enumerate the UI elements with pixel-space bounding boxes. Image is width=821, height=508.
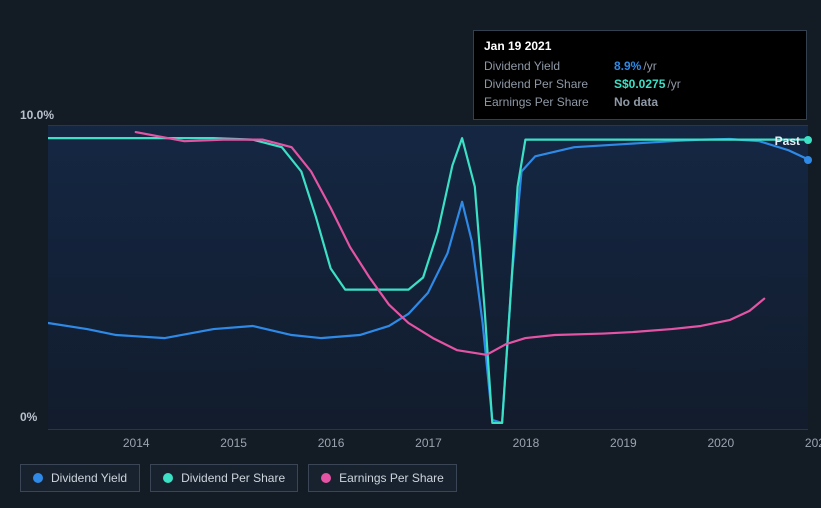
chart-tooltip: Jan 19 2021 Dividend Yield8.9% /yrDivide… bbox=[473, 30, 807, 120]
x-axis-tick: 2017 bbox=[415, 436, 442, 450]
tooltip-row: Dividend Per ShareS$0.0275 /yr bbox=[484, 75, 796, 93]
tooltip-row-label: Earnings Per Share bbox=[484, 93, 614, 111]
series-line bbox=[48, 138, 808, 423]
x-axis-tick: 2019 bbox=[610, 436, 637, 450]
y-axis-bottom-label: 0% bbox=[20, 410, 37, 424]
tooltip-date: Jan 19 2021 bbox=[484, 39, 796, 53]
past-marker-label: Past bbox=[775, 134, 800, 148]
tooltip-row-value: S$0.0275 bbox=[614, 75, 665, 93]
x-axis-tick: 202.. bbox=[805, 436, 821, 450]
legend-item-label: Dividend Per Share bbox=[181, 471, 285, 485]
legend-item-label: Earnings Per Share bbox=[339, 471, 444, 485]
plot-area[interactable]: Past bbox=[48, 125, 808, 430]
chart-lines bbox=[48, 126, 808, 429]
chart-legend: Dividend Yield Dividend Per Share Earnings… bbox=[20, 464, 457, 492]
legend-item[interactable]: Earnings Per Share bbox=[308, 464, 457, 492]
tooltip-row-value: No data bbox=[614, 93, 658, 111]
legend-dot-icon bbox=[163, 473, 173, 483]
series-line bbox=[48, 139, 808, 423]
legend-item[interactable]: Dividend Per Share bbox=[150, 464, 298, 492]
tooltip-row-suffix: /yr bbox=[643, 57, 656, 75]
legend-dot-icon bbox=[33, 473, 43, 483]
legend-item[interactable]: Dividend Yield bbox=[20, 464, 140, 492]
tooltip-row-label: Dividend Yield bbox=[484, 57, 614, 75]
series-end-dot bbox=[804, 156, 812, 164]
x-axis-tick: 2015 bbox=[220, 436, 247, 450]
x-axis-tick: 2018 bbox=[513, 436, 540, 450]
legend-dot-icon bbox=[321, 473, 331, 483]
x-axis-tick: 2014 bbox=[123, 436, 150, 450]
tooltip-row-suffix: /yr bbox=[667, 75, 680, 93]
legend-item-label: Dividend Yield bbox=[51, 471, 127, 485]
tooltip-row-label: Dividend Per Share bbox=[484, 75, 614, 93]
tooltip-row: Dividend Yield8.9% /yr bbox=[484, 57, 796, 75]
x-axis-tick: 2016 bbox=[318, 436, 345, 450]
series-end-dot bbox=[804, 136, 812, 144]
x-axis-tick: 2020 bbox=[707, 436, 734, 450]
y-axis-top-label: 10.0% bbox=[20, 108, 54, 122]
tooltip-row: Earnings Per ShareNo data bbox=[484, 93, 796, 111]
tooltip-row-value: 8.9% bbox=[614, 57, 641, 75]
